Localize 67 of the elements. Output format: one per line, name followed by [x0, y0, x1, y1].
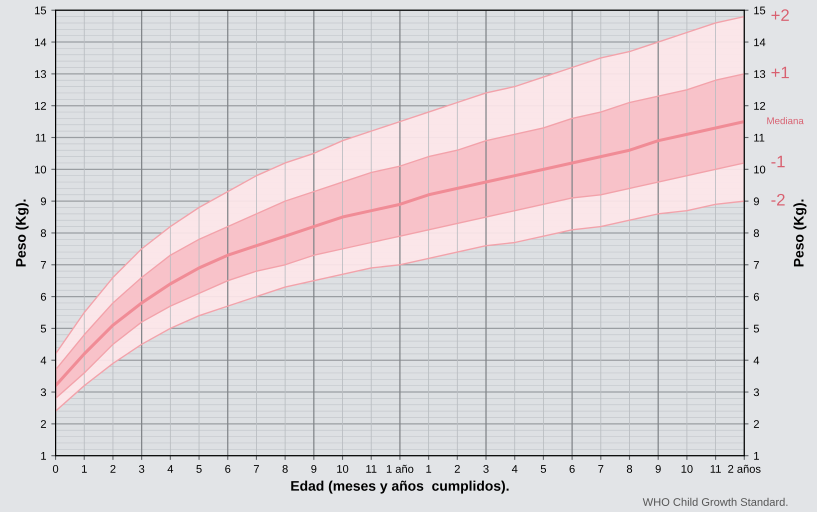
y2-tick-label: 8 — [754, 229, 760, 238]
y2-tick-label: 5 — [754, 324, 760, 333]
y-tick-label: 2 — [40, 420, 46, 428]
x-tick-label: 8 — [626, 465, 632, 473]
x-tick-label: 2 — [454, 465, 460, 473]
series-label: +1 — [771, 66, 789, 78]
y-tick-label: 11 — [36, 134, 46, 142]
x-tick-label: 8 — [282, 465, 288, 473]
y-tick-label: 5 — [40, 324, 46, 333]
y-tick-label: 13 — [35, 70, 46, 78]
x-tick-label: 4 — [168, 465, 174, 473]
x-tick-label: 4 — [512, 465, 518, 473]
y2-tick-label: 10 — [754, 166, 766, 174]
y-tick-label: 4 — [40, 356, 46, 364]
x-tick-label: 5 — [540, 465, 546, 473]
x-axis-title: Edad (meses y años cumplidos). — [291, 480, 509, 494]
series-label: +2 — [771, 9, 789, 21]
y2-tick-label: 3 — [754, 388, 760, 396]
y2-tick-label: 14 — [754, 38, 766, 46]
y-tick-label: 15 — [35, 6, 46, 14]
y-tick-label: 8 — [40, 229, 46, 238]
line-series — [56, 120, 744, 388]
y-tick-label: 1 — [41, 452, 46, 460]
x-tick-label: 1 — [426, 465, 432, 473]
x-tick-label: 1 año — [386, 464, 414, 473]
x-tick-label: 9 — [656, 465, 661, 473]
y2-tick-label: 12 — [754, 102, 766, 110]
x-tick-label: 7 — [254, 465, 259, 473]
y-tick-label: 6 — [40, 292, 46, 301]
x-tick-label: 10 — [682, 465, 693, 473]
x-tick-label: 1 — [82, 465, 87, 473]
x-tick-label: 9 — [311, 465, 316, 473]
x-tick-label: 10 — [337, 465, 348, 473]
y2-tick-label: 7 — [754, 261, 759, 269]
y-tick-label: 12 — [35, 102, 46, 110]
line-series — [56, 200, 744, 412]
x-tick-label: 5 — [196, 465, 202, 473]
y2-tick-label: 9 — [754, 197, 759, 206]
x-tick-label: 7 — [598, 465, 604, 473]
y2-axis-title: Peso (Kg). — [793, 200, 806, 266]
y2-tick-label: 13 — [754, 70, 766, 78]
text: Mediana — [767, 117, 804, 124]
series-label: -1 — [771, 156, 785, 168]
x-tick-label: 2 — [110, 465, 116, 473]
y2-tick-label: 6 — [754, 292, 760, 301]
y-tick-label: 7 — [40, 261, 46, 269]
x-tick-label: 3 — [483, 465, 489, 473]
y2-tick-label: 15 — [754, 6, 766, 14]
y-tick-label: 14 — [35, 38, 46, 46]
y2-tick-label: 2 — [754, 420, 759, 428]
line-series — [56, 162, 744, 400]
y2-tick-label: 4 — [754, 356, 760, 364]
y-axis-title: Peso (Kg). — [16, 200, 29, 266]
y2-tick-label: 11 — [754, 134, 764, 142]
x-tick-label: 6 — [570, 465, 575, 473]
x-tick-label: 2 años — [728, 464, 761, 473]
x-tick-label: 0 — [52, 465, 58, 473]
x-tick-label: 11 — [366, 465, 376, 473]
x-tick-label: 11 — [710, 465, 721, 473]
y-tick-label: 9 — [40, 197, 46, 206]
y-tick-label: 3 — [40, 388, 46, 396]
series-label: -2 — [771, 194, 785, 206]
y2-tick-label: 1 — [754, 452, 759, 460]
x-tick-label: 6 — [225, 465, 230, 473]
text: WHO Child Growth Standard. — [642, 498, 788, 506]
x-tick-label: 3 — [138, 465, 144, 473]
y-tick-label: 10 — [35, 166, 46, 174]
